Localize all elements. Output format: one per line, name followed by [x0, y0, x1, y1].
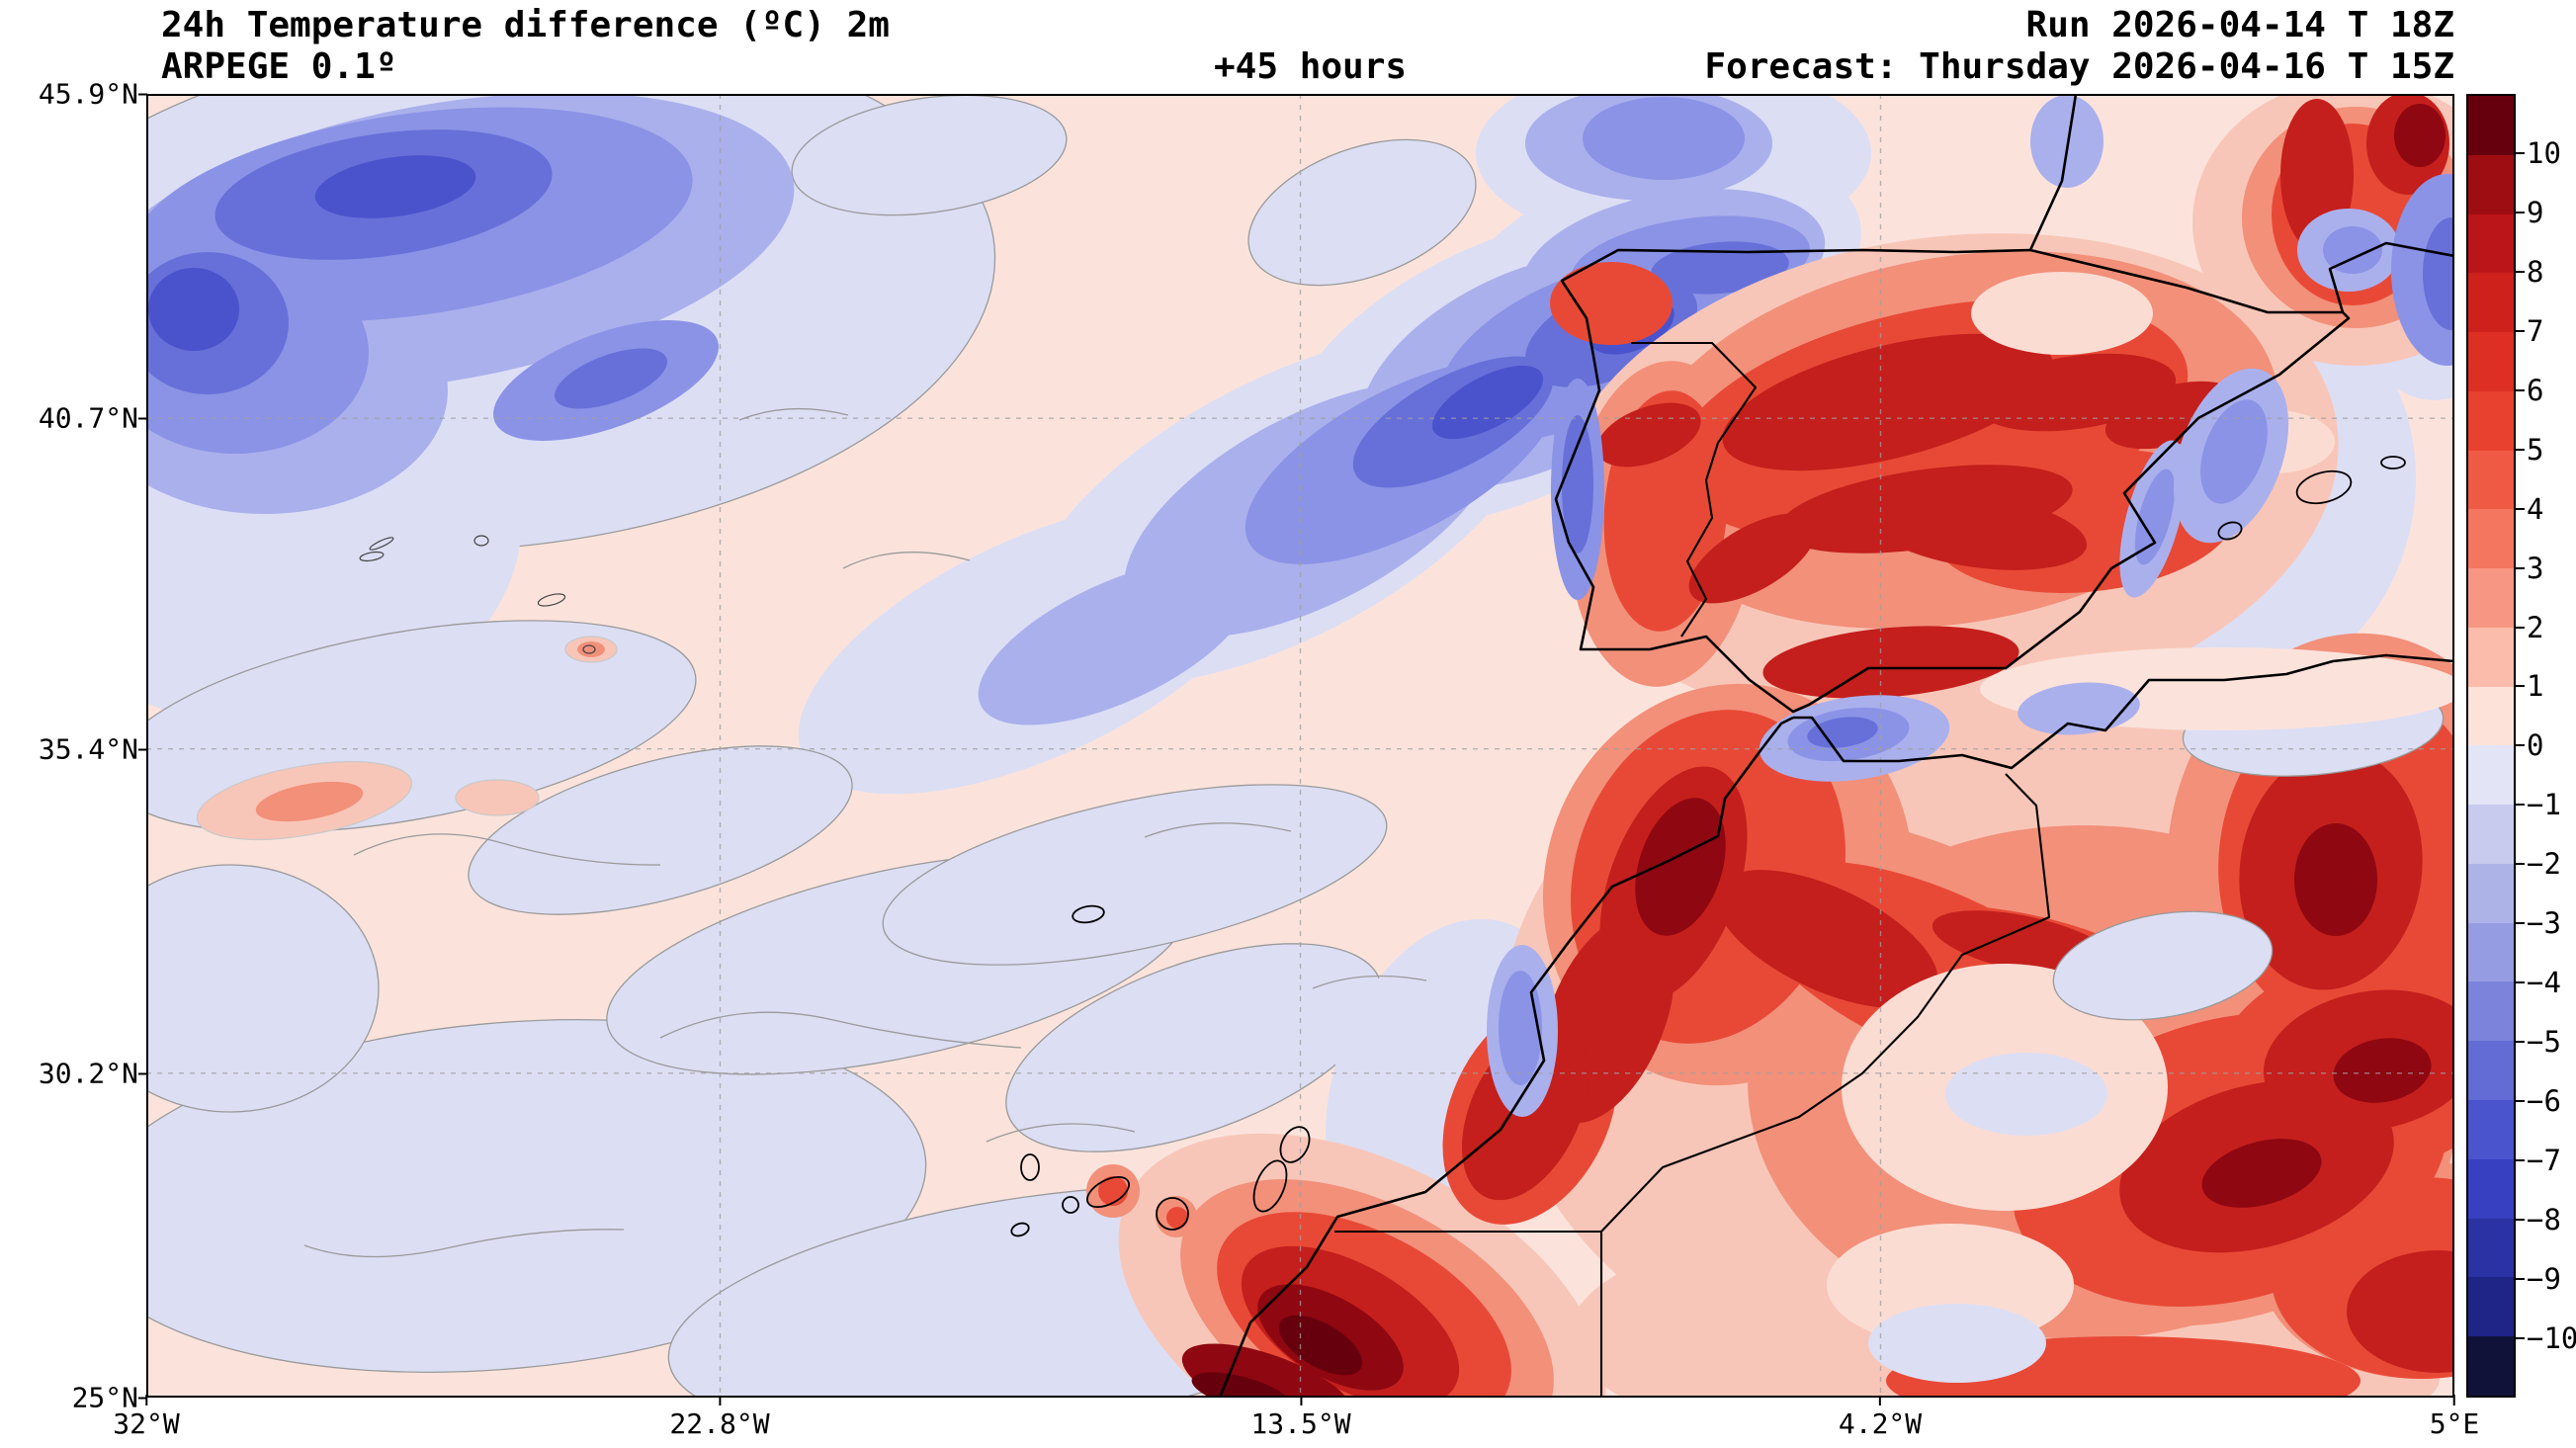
- colorbar-segment: [2468, 745, 2514, 806]
- y-tick-label: 30.2°N: [38, 1057, 148, 1090]
- colorbar-segment: [2468, 390, 2514, 451]
- coastlines: [1218, 94, 2454, 1398]
- x-tick-label: 5°E: [2429, 1395, 2480, 1440]
- x-tick-label: 4.2°W: [1838, 1395, 1923, 1440]
- grid-lines: [146, 94, 2454, 1398]
- colorbar-segment: [2468, 627, 2514, 687]
- azores-islands: [359, 535, 596, 654]
- colorbar-segment: [2468, 922, 2514, 982]
- forecast-label: Forecast: Thursday 2026-04-16 T 15Z: [1704, 46, 2454, 87]
- colorbar-segment: [2468, 273, 2514, 333]
- colorbar-segment: [2468, 686, 2514, 746]
- forecast-map: [146, 94, 2454, 1398]
- colorbar-segment: [2468, 154, 2514, 214]
- colorbar-tick-labels: 10 9 8 7 6 5 4 3 2 1 0 −1 −2 −3 −4 −5 −6 −7 −8 −9 −10: [2516, 136, 2576, 1355]
- colorbar-segment: [2468, 1336, 2514, 1396]
- colorbar-segment: [2468, 568, 2514, 628]
- coastal-cool-overlays: [1487, 95, 2454, 1117]
- colorbar-segment: [2468, 1277, 2514, 1337]
- colorbar-segment: [2468, 450, 2514, 510]
- colorbar-segment: [2468, 805, 2514, 864]
- colorbar-segment: [2468, 509, 2514, 569]
- colorbar-gradient: [2466, 94, 2516, 1398]
- chart-title: 24h Temperature difference (ºC) 2m: [161, 5, 890, 45]
- run-label: Run 2026-04-14 T 18Z: [2025, 5, 2454, 45]
- colorbar-segment: [2468, 1218, 2514, 1278]
- colorbar-segment: [2468, 1100, 2514, 1159]
- x-tick-label: 32°W: [113, 1395, 180, 1440]
- y-tick-label: 40.7°N: [38, 401, 148, 435]
- y-tick-label: 25°N: [71, 1381, 148, 1414]
- country-borders: [1334, 341, 2051, 1398]
- colorbar-segment: [2468, 981, 2514, 1042]
- colorbar-segment: [2468, 1158, 2514, 1219]
- colorbar-segment: [2468, 332, 2514, 391]
- colorbar-segment: [2468, 213, 2514, 274]
- x-tick-label: 13.5°W: [1250, 1395, 1351, 1440]
- map-border: [146, 94, 2454, 1398]
- lead-time-label: +45 hours: [1214, 46, 1408, 87]
- islands: [359, 456, 2406, 1237]
- y-tick-label: 35.4°N: [38, 732, 148, 766]
- model-label: ARPEGE 0.1º: [161, 46, 397, 87]
- colorbar-segment: [2468, 863, 2514, 923]
- map-frame: [146, 94, 2454, 1398]
- y-tick-label: 45.9°N: [38, 77, 148, 111]
- colorbar-segment: [2468, 1041, 2514, 1101]
- x-tick-label: 22.8°W: [669, 1395, 770, 1440]
- zero-contours: [303, 407, 1427, 1258]
- colorbar-segment: [2468, 96, 2514, 155]
